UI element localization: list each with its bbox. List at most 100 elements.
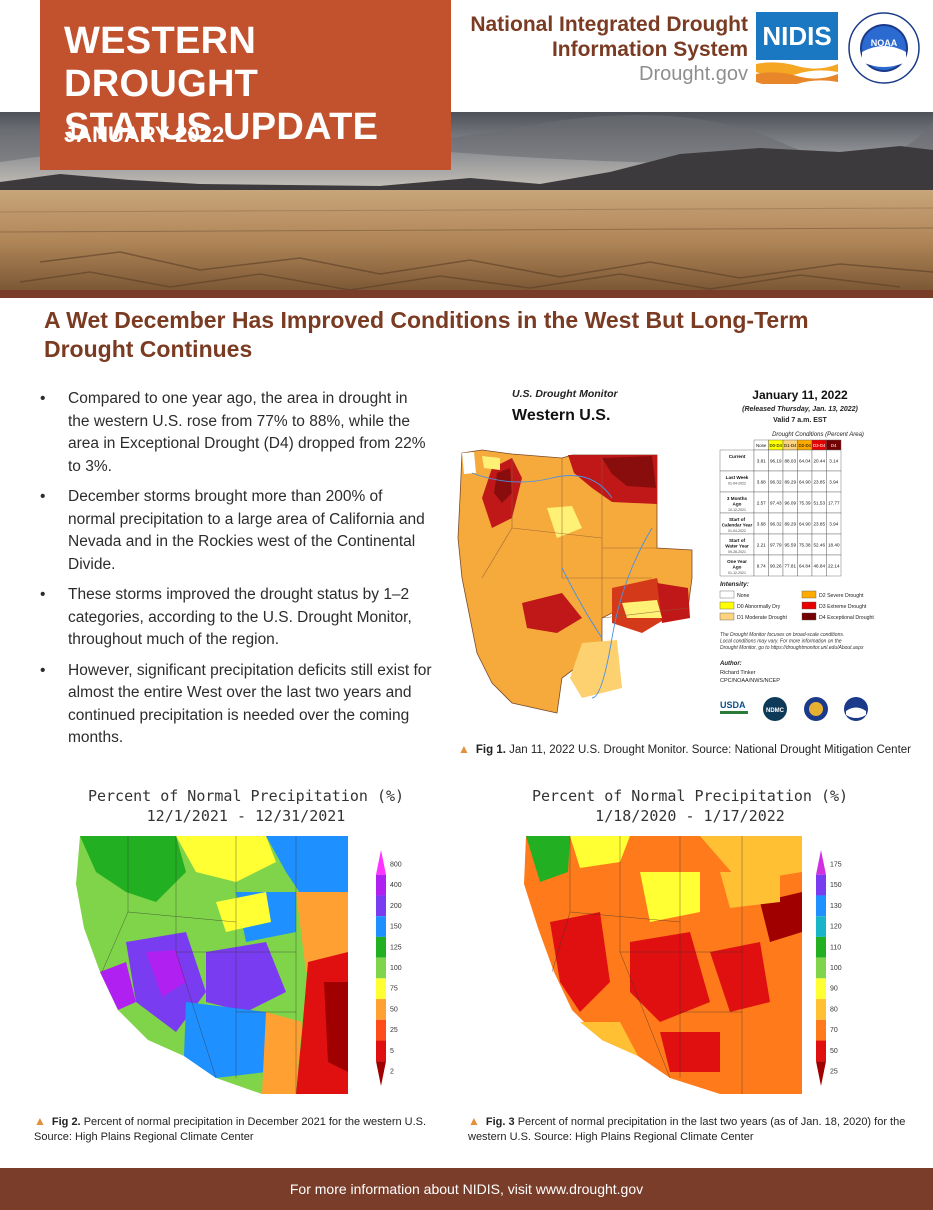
legend-swatch: [801, 612, 817, 621]
scale-segment: [376, 999, 386, 1020]
note-line: Local conditions may vary. For more info…: [720, 639, 842, 645]
footer: For more information about NIDIS, visit …: [0, 1168, 933, 1210]
scale-segment: [376, 850, 386, 875]
org-url[interactable]: Drought.gov: [639, 63, 748, 85]
scale-label: 70: [830, 1027, 838, 1034]
table-header-label: D1-D4: [784, 443, 797, 448]
table-row-label: One Year: [727, 559, 747, 564]
usda-logo: USDA: [720, 700, 748, 714]
table-cell-value: 3.14: [829, 459, 838, 464]
scale-segment: [816, 895, 826, 917]
table-cell-value: 46.84: [814, 564, 826, 569]
bullet-text: Compared to one year ago, the area in dr…: [68, 390, 426, 475]
monitor-date: January 11, 2022: [752, 388, 848, 402]
caption-label: Fig 2.: [51, 1116, 81, 1128]
table-cell-value: 23.85: [814, 480, 826, 485]
title-box: WESTERN DROUGHT STATUS UPDATE JANUARY 20…: [40, 0, 451, 170]
scale-label: 75: [390, 986, 398, 993]
drought-monitor-figure: U.S. Drought Monitor Western U.S.: [452, 378, 892, 728]
author-org: CPC/NOAA/NWS/NCEP: [720, 678, 780, 684]
table-cell-value: 9.74: [757, 564, 766, 569]
table-cell-value: 89.29: [785, 522, 797, 527]
caption-label: Fig. 3: [485, 1116, 515, 1128]
table-cell-value: 96.32: [770, 522, 782, 527]
scale-segment: [376, 1040, 386, 1062]
scale-label: 400: [390, 882, 402, 889]
table-row-label: Ago: [733, 502, 742, 507]
table-row-date: 09-28-2021: [728, 550, 746, 554]
table-cell-value: 96.09: [785, 501, 797, 506]
bullet-icon: •: [40, 488, 46, 505]
table-cell-value: 89.29: [785, 480, 797, 485]
scale-label: 25: [390, 1027, 398, 1034]
fig3-caption: ▲ Fig. 3 Percent of normal precipitation …: [468, 1114, 918, 1145]
table-cell-value: 64.84: [799, 564, 811, 569]
scale-segment: [376, 1019, 386, 1041]
scale-label: 50: [830, 1048, 838, 1055]
table-cell-value: 97.43: [770, 501, 782, 506]
org-block: National Integrated Drought Information …: [452, 12, 748, 86]
monitor-region: Western U.S.: [512, 407, 610, 424]
fig2-caption: ▲ Fig 2. Percent of normal precipitation …: [34, 1114, 434, 1145]
bullet-icon: •: [40, 586, 46, 603]
scale-segment: [376, 874, 386, 896]
table-cell-value: 18.40: [828, 543, 840, 548]
bullet-item: • However, significant precipitation defi…: [40, 660, 432, 750]
table-row-label: Calendar Year: [722, 523, 753, 528]
table-row-label: Water Year: [725, 544, 749, 549]
western-us-drought-map: [457, 449, 693, 714]
table-cell-value: 17.77: [828, 501, 840, 506]
caption-text: Percent of normal precipitation in Decem…: [34, 1116, 427, 1143]
header-banner: WESTERN DROUGHT STATUS UPDATE JANUARY 20…: [0, 0, 933, 298]
table-row-label: 3 Months: [727, 496, 748, 501]
caption-triangle-icon: ▲: [458, 742, 470, 756]
table-cell-value: 51.53: [814, 501, 826, 506]
table-cell-value: 3.94: [829, 522, 838, 527]
note-line: The Drought Monitor focuses on broad-sca…: [720, 632, 844, 638]
scale-label: 800: [390, 861, 402, 868]
org-name-line-2: Information System: [551, 38, 748, 61]
legend-label: None: [737, 593, 750, 599]
table-cell-value: 52.46: [814, 543, 826, 548]
table-cell-value: 88.03: [785, 459, 797, 464]
table-cell-value: 20.44: [814, 459, 826, 464]
author-name: Richard Tinker: [720, 670, 756, 676]
table-cell-value: 3.68: [757, 522, 766, 527]
table-cell-value: 22.14: [828, 564, 840, 569]
legend-swatch: [801, 590, 817, 599]
bullet-item: • Compared to one year ago, the area in d…: [40, 388, 432, 478]
two-year-precip-figure: Percent of Normal Precipitation (%) 1/18…: [520, 780, 860, 1100]
scale-label: 50: [390, 1006, 398, 1013]
fig1-caption: ▲ Fig 1. Jan 11, 2022 U.S. Drought Monito…: [458, 742, 928, 756]
table-cell-value: 3.94: [829, 480, 838, 485]
scale-segment: [816, 874, 826, 896]
legend-swatch: [719, 601, 735, 610]
table-cell-value: 90.26: [770, 564, 782, 569]
scale-label: 90: [830, 986, 838, 993]
scale-label: 175: [830, 861, 842, 868]
page-title: WESTERN DROUGHT STATUS UPDATE: [64, 20, 451, 149]
table-row-date: 01-04-2022: [728, 482, 746, 486]
ndmc-logo: NDMC: [763, 697, 787, 721]
caption-text: Jan 11, 2022 U.S. Drought Monitor. Sourc…: [509, 744, 911, 756]
note-line: Drought Monitor, go to https://droughtmo…: [720, 645, 864, 651]
scale-segment: [816, 957, 826, 979]
scale-segment: [816, 999, 826, 1020]
scale-segment: [376, 936, 386, 958]
legend-swatch: [719, 612, 735, 621]
caption-triangle-icon: ▲: [468, 1114, 480, 1128]
intensity-label: Intensity:: [720, 581, 749, 588]
title-line-1: WESTERN DROUGHT: [64, 20, 259, 105]
org-name-line-1: National Integrated Drought: [470, 13, 748, 36]
scale-label: 100: [830, 965, 842, 972]
caption-label: Fig 1.: [475, 744, 506, 756]
drought-legend: None D0 Abnormally Dry D1 Moderate Drought…: [719, 590, 874, 621]
legend-swatch: [801, 601, 817, 610]
scale-label: 125: [390, 944, 402, 951]
table-cell-value: 64.90: [799, 480, 811, 485]
scale-label: 2: [390, 1069, 394, 1076]
scale-label: 80: [830, 1006, 838, 1013]
scale-segment: [376, 957, 386, 979]
scale-label: 150: [830, 882, 842, 889]
legend-label: D3 Extreme Drought: [819, 604, 867, 610]
